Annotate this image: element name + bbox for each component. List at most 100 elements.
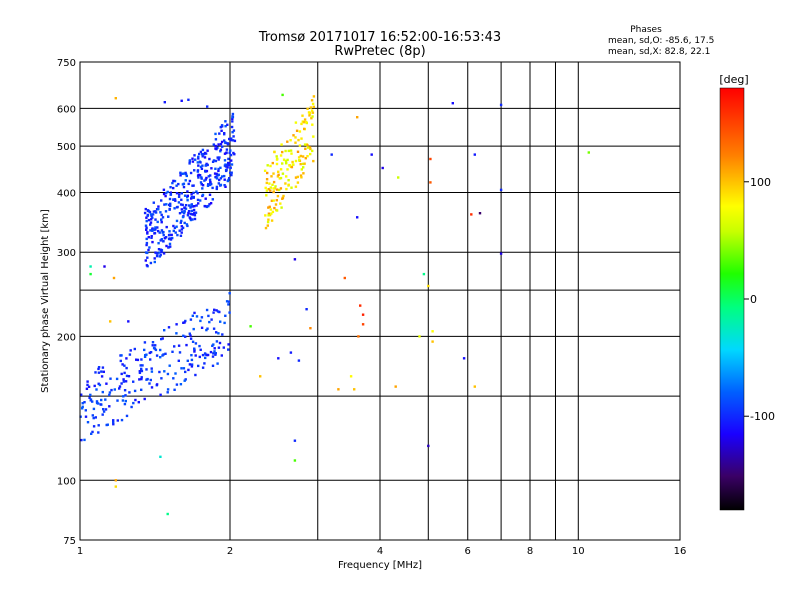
echo-point [190, 354, 193, 357]
echo-point [290, 152, 293, 155]
echo-point [263, 169, 267, 172]
echo-point [193, 205, 196, 208]
echo-point [94, 371, 97, 374]
echo-point [180, 367, 183, 370]
echo-point [204, 169, 207, 173]
echo-point [81, 405, 84, 408]
echo-point [146, 209, 150, 212]
echo-point [173, 207, 176, 210]
y-tick-label: 300 [57, 248, 76, 259]
echo-point [149, 358, 152, 361]
echo-point [150, 236, 153, 239]
echo-point [286, 140, 289, 143]
echo-point [145, 243, 148, 247]
echo-point [179, 221, 182, 224]
echo-point [127, 320, 130, 323]
echo-point [289, 139, 292, 142]
echo-point [203, 352, 207, 355]
echo-point [211, 364, 215, 367]
echo-point [97, 366, 101, 369]
colorbar [719, 87, 745, 511]
echo-point [343, 276, 346, 280]
echo-point [204, 356, 207, 360]
x-tick-label: 4 [377, 546, 383, 557]
echo-point [169, 245, 172, 248]
echo-point [109, 320, 112, 323]
echo-point [394, 385, 397, 388]
echo-point [164, 210, 168, 213]
echo-point [122, 378, 125, 381]
echo-point [218, 156, 221, 159]
echo-point [91, 430, 94, 434]
echo-point [281, 150, 284, 154]
echo-point [176, 205, 179, 209]
echo-point [150, 218, 153, 221]
echo-point [214, 159, 218, 163]
echo-point [215, 309, 218, 312]
echo-point [216, 173, 219, 177]
echo-point [212, 143, 215, 146]
echo-point [206, 149, 209, 152]
echo-point [198, 344, 201, 348]
echo-point [422, 272, 426, 276]
echo-point [181, 215, 185, 219]
echo-point [205, 169, 209, 173]
echo-point [203, 156, 207, 159]
echo-point [174, 231, 177, 234]
echo-point [140, 377, 143, 381]
echo-point [223, 139, 226, 142]
echo-point [140, 369, 144, 373]
y-tick-label: 100 [57, 476, 76, 487]
echo-point [217, 167, 220, 171]
echo-point [275, 209, 279, 212]
echo-point [175, 332, 178, 335]
echo-point [300, 137, 303, 140]
echo-point [220, 129, 223, 132]
echo-point [361, 323, 365, 326]
echo-point [217, 332, 220, 335]
echo-point [158, 231, 161, 234]
echo-point [188, 332, 191, 335]
echo-point [161, 337, 164, 340]
echo-point [159, 253, 162, 257]
echo-point [265, 181, 268, 185]
echo-point [229, 171, 232, 174]
echo-point [287, 183, 290, 186]
echo-point [89, 393, 92, 397]
echo-point [309, 147, 312, 151]
stats-heading: Phases [630, 25, 662, 35]
echo-point [309, 152, 312, 156]
echo-point [184, 171, 187, 175]
echo-point [286, 158, 289, 162]
echo-point [230, 125, 234, 129]
echo-point [270, 175, 273, 178]
echo-point [92, 407, 96, 411]
echo-point [224, 141, 227, 144]
echo-point [189, 337, 193, 340]
echo-point [95, 400, 99, 403]
echo-point [280, 206, 283, 209]
echo-point [118, 385, 122, 388]
echo-point [292, 134, 295, 137]
echo-point [151, 240, 154, 244]
echo-point [178, 351, 182, 354]
echo-point [184, 207, 188, 210]
echo-point [269, 186, 272, 189]
x-axis-ticks: 1 2 4 6 8 10 16 [77, 546, 687, 557]
echo-point [184, 378, 187, 381]
echo-point [121, 363, 124, 366]
echo-point [194, 211, 198, 214]
echo-point [275, 158, 279, 161]
echo-point [197, 176, 200, 179]
echo-point [290, 186, 293, 189]
echo-point [159, 239, 162, 242]
chart-subtitle: RwPretec (8p) [334, 44, 425, 59]
echo-point [160, 337, 163, 341]
echo-point [311, 111, 315, 114]
echo-point [167, 215, 170, 218]
echo-point [431, 340, 434, 343]
echo-point [179, 174, 182, 177]
echo-point [193, 169, 196, 172]
echo-point [271, 210, 275, 214]
